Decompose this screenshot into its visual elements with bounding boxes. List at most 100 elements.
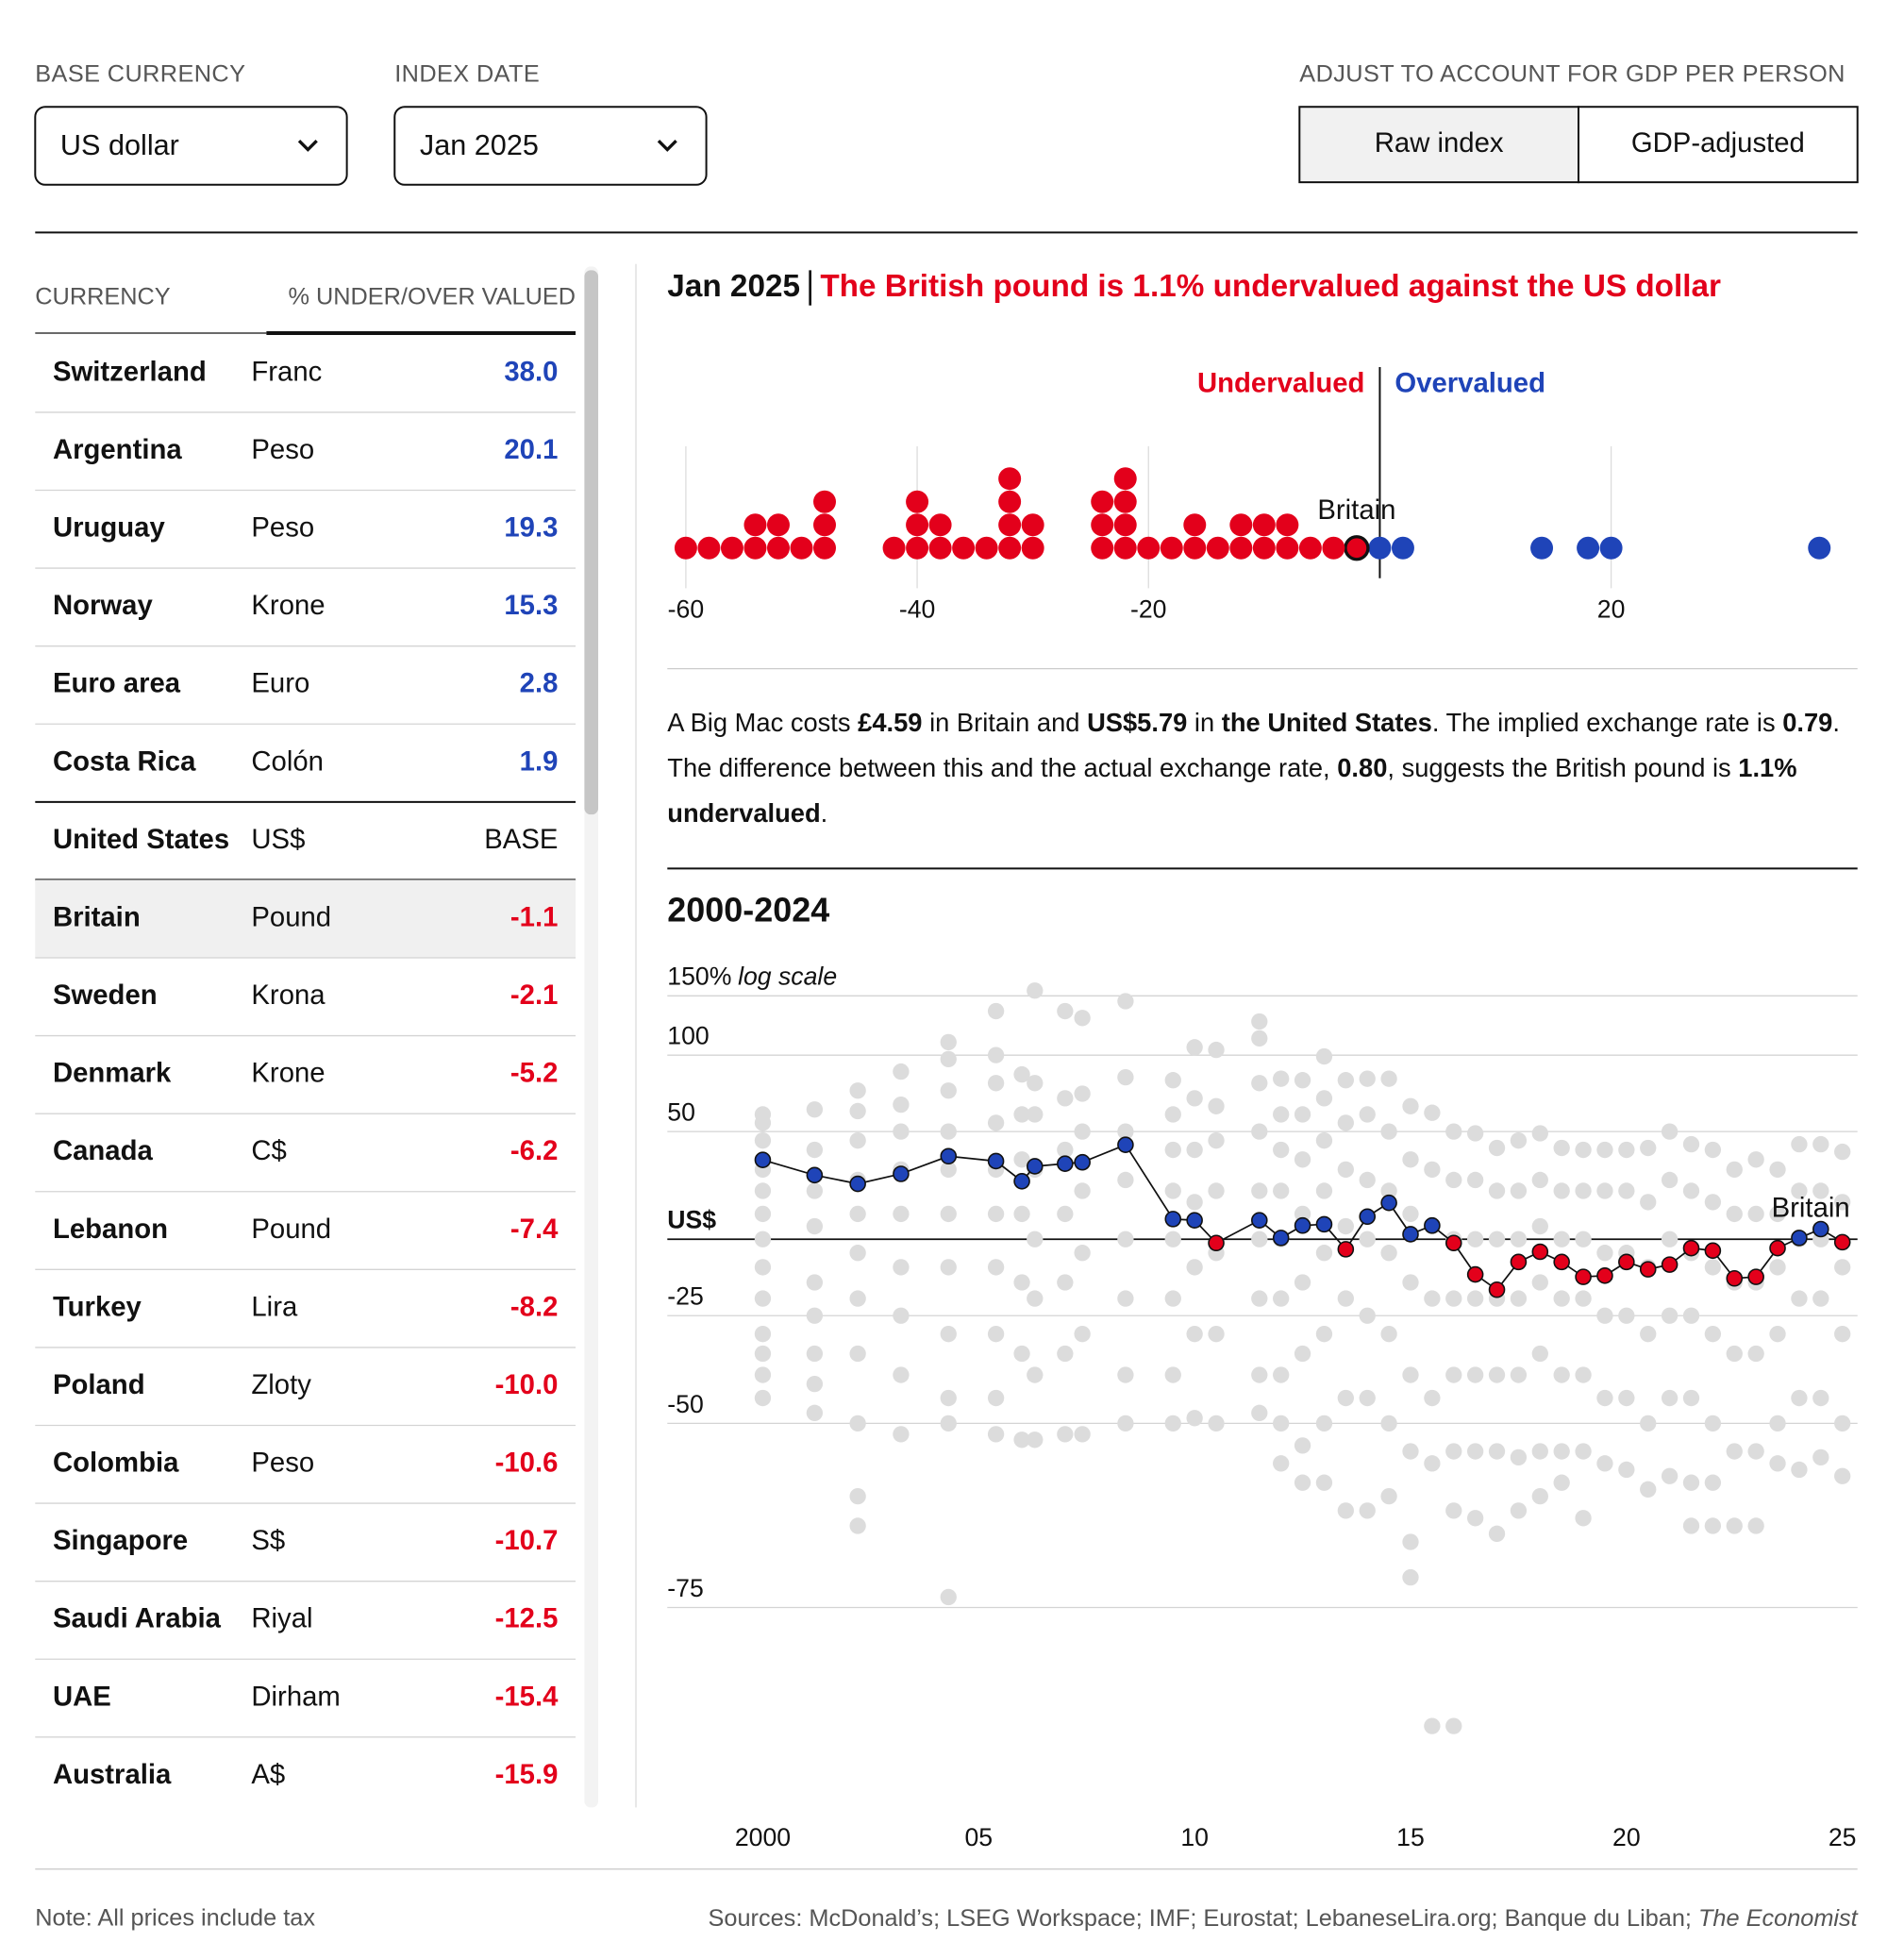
currency-dot [674, 536, 697, 560]
paragraph-segment: in Britain and [922, 709, 1088, 738]
x-tick-label: 20 [1612, 1823, 1641, 1851]
currency-dot [1021, 536, 1044, 560]
other-currency-dot [1488, 1182, 1506, 1199]
toggle-option[interactable] [1578, 106, 1859, 184]
other-currency-dot [1726, 1161, 1743, 1179]
control-label: BASE CURRENCY [35, 61, 245, 88]
other-currency-dot [1531, 1125, 1548, 1142]
scroll-thumb[interactable] [584, 270, 599, 815]
country: Switzerland [53, 356, 207, 387]
other-currency-dot [940, 1415, 957, 1432]
country: Euro area [53, 668, 181, 699]
other-currency-dot [1445, 1717, 1462, 1734]
other-currency-dot [1445, 1171, 1462, 1189]
other-currency-dot [893, 1096, 910, 1113]
series-marker [1531, 1243, 1549, 1261]
other-currency-dot [1769, 1205, 1786, 1223]
other-currency-dot [1510, 1448, 1528, 1466]
other-currency-dot [1618, 1141, 1635, 1159]
other-currency-dot [1117, 1290, 1134, 1307]
currency-dot [975, 536, 998, 560]
other-currency-dot [1510, 1502, 1528, 1519]
valuation: -2.1 [510, 980, 558, 1011]
other-currency-dot [754, 1182, 772, 1199]
x-tick-label: 05 [964, 1823, 993, 1851]
currency: Riyal [251, 1603, 312, 1634]
toggle-option[interactable] [1298, 106, 1580, 184]
currency-dot [998, 467, 1022, 491]
other-currency-dot [1117, 1068, 1134, 1086]
other-currency-dot [1359, 1070, 1376, 1087]
series-marker [1424, 1216, 1441, 1234]
country: Costa Rica [53, 745, 196, 777]
valuation: BASE [484, 824, 558, 855]
other-currency-dot [1359, 1171, 1376, 1189]
currency-dot [1808, 536, 1831, 560]
other-currency-dot [1117, 1123, 1134, 1140]
other-currency-dot [1164, 1072, 1181, 1089]
other-currency-dot [754, 1231, 772, 1247]
other-currency-dot [1057, 1090, 1074, 1107]
other-currency-dot [1726, 1205, 1743, 1223]
row-highlight [35, 879, 576, 958]
y-tick-label: -50 [667, 1390, 703, 1418]
other-currency-dot [893, 1366, 910, 1383]
y-tick-label: 150% [667, 963, 731, 991]
other-currency-dot [806, 1307, 824, 1324]
other-currency-dot [1575, 1231, 1592, 1247]
series-marker [1769, 1239, 1786, 1257]
dropdown[interactable] [393, 106, 708, 186]
other-currency-dot [1445, 1290, 1462, 1307]
toggle-label: GDP-adjusted [1631, 127, 1805, 159]
paragraph-segment: US$5.79 [1087, 709, 1188, 738]
other-currency-dot [1704, 1141, 1722, 1159]
other-currency-dot [1553, 1231, 1570, 1247]
other-currency-dot [1661, 1231, 1679, 1247]
other-currency-dot [893, 1205, 910, 1223]
paragraph-segment: . The difference between this and the ac… [667, 709, 1840, 783]
other-currency-dot [1445, 1123, 1462, 1140]
other-currency-dot [940, 1389, 957, 1407]
other-currency-dot [754, 1132, 772, 1149]
valuation: 15.3 [504, 590, 558, 621]
other-currency-dot [849, 1290, 866, 1307]
other-currency-dot [1834, 1143, 1851, 1161]
dropdown[interactable] [34, 106, 348, 186]
other-currency-dot [1769, 1415, 1786, 1432]
other-currency-dot [1682, 1389, 1700, 1407]
currency-dot [697, 536, 721, 560]
other-currency-dot [1726, 1443, 1743, 1460]
valuation: -7.4 [510, 1214, 559, 1245]
highlight-dot [1344, 535, 1370, 561]
series-marker [1553, 1253, 1570, 1271]
series-marker [1639, 1261, 1657, 1278]
currency-dot [998, 536, 1022, 560]
valuation: -10.6 [495, 1448, 559, 1479]
other-currency-dot [1251, 1182, 1268, 1199]
series-marker [1726, 1269, 1744, 1287]
series-marker [1208, 1234, 1225, 1252]
other-currency-dot [1747, 1151, 1764, 1168]
other-currency-dot [1402, 1205, 1419, 1223]
other-currency-dot [1834, 1326, 1851, 1343]
other-currency-dot [1747, 1443, 1764, 1460]
other-currency-dot [1273, 1415, 1290, 1432]
other-currency-dot [1359, 1307, 1376, 1324]
other-currency-dot [987, 1259, 1005, 1276]
other-currency-dot [1273, 1070, 1290, 1087]
other-currency-dot [1186, 1039, 1203, 1056]
other-currency-dot [1575, 1182, 1592, 1199]
series-marker [1057, 1155, 1074, 1172]
other-currency-dot [1575, 1510, 1592, 1527]
other-currency-dot [1208, 1415, 1225, 1432]
currency-dot [813, 536, 837, 560]
other-currency-dot [1208, 1182, 1225, 1199]
other-currency-dot [1337, 1161, 1354, 1179]
other-currency-dot [1117, 1231, 1134, 1247]
footer-sources: Sources: McDonald’s; LSEG Workspace; IMF… [709, 1905, 1859, 1932]
currency-dot [813, 513, 837, 537]
series-marker [1488, 1281, 1506, 1298]
series-marker [1164, 1211, 1182, 1228]
series-marker [1294, 1216, 1311, 1234]
series-marker [1833, 1233, 1851, 1251]
